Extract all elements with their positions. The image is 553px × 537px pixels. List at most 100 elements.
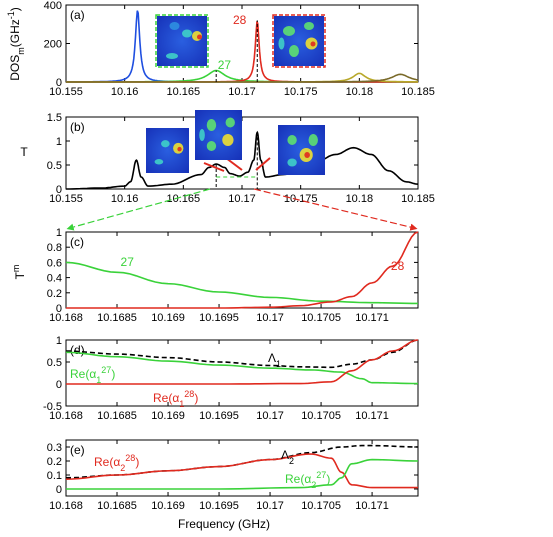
mode-27-label: 27 — [218, 58, 232, 72]
x-tick-label: 10.1695 — [199, 410, 239, 422]
field-spot — [199, 129, 205, 141]
x-tick-label: 10.1695 — [199, 500, 239, 512]
label-part: 2 — [120, 463, 125, 473]
x-tick-label: 10.17 — [228, 86, 256, 98]
zoom-connectors — [66, 188, 418, 231]
panel-tag: (c) — [70, 235, 84, 249]
x-tick-label: 10.171 — [355, 500, 389, 512]
panel-tag: (b) — [70, 120, 85, 134]
y-tick-label: 0.2 — [47, 456, 62, 468]
dos-line — [66, 21, 418, 83]
field-spot — [169, 22, 180, 30]
label-part: m — [16, 47, 26, 55]
field-spot — [308, 134, 318, 146]
y-tick-label: 1 — [56, 136, 62, 148]
label-part: 1 — [276, 359, 281, 369]
y-tick-label: 0 — [56, 184, 62, 196]
y-tick-label: 1 — [56, 227, 62, 239]
pointer-arrow — [255, 157, 271, 171]
field-spot — [304, 22, 314, 30]
label-part: 2 — [289, 456, 294, 466]
panel-b: 10.155 10.16 10.165 10.17 10.175 10.18 10.1850… — [20, 112, 435, 205]
x-tick-label: 10.1685 — [97, 312, 137, 324]
label-part: ) — [326, 472, 330, 486]
field-spot — [222, 134, 234, 146]
x-tick-label: 10.155 — [49, 193, 83, 205]
y-axis-label: Tm — [11, 265, 27, 280]
label-part: ) — [194, 391, 198, 405]
x-tick-label: 10.16 — [111, 86, 139, 98]
alpha1-28-label: Re(α128) — [153, 389, 198, 409]
series-28 — [66, 231, 419, 309]
x-tick-label: 10.185 — [401, 193, 435, 205]
y-tick-label: 1.5 — [47, 112, 62, 124]
panel-d: 10.168 10.1685 10.169 10.1695 10.17 10.1705 10… — [43, 335, 419, 422]
panel-e: 10.168 10.1685 10.169 10.1695 10.17 10.1705 10… — [47, 439, 419, 512]
alpha2-28-label: Re(α228) — [94, 453, 139, 473]
y-tick-label: 200 — [44, 39, 62, 51]
x-tick-label: 10.17 — [228, 193, 256, 205]
x-tick-label: 10.168 — [49, 312, 83, 324]
label-part: Re(α — [70, 367, 96, 381]
mode-field-insets — [146, 14, 326, 175]
zoom-arrow-red — [253, 188, 418, 231]
field-spot — [177, 146, 182, 152]
y-tick-label: 0.2 — [47, 288, 62, 300]
x-tick-label: 10.185 — [401, 86, 435, 98]
field-spot — [225, 117, 235, 128]
x-tick-label: 10.1705 — [301, 312, 341, 324]
x-tick-label: 10.169 — [151, 410, 185, 422]
field-spot — [197, 34, 202, 40]
series-line — [65, 453, 418, 489]
x-tick-label: 10.155 — [49, 86, 83, 98]
mode-pattern-image — [195, 110, 242, 160]
y-tick-label: 0.1 — [47, 470, 62, 482]
panel-c: 10.168 10.1685 10.169 10.1695 10.17 10.1705 10… — [11, 227, 419, 324]
field-spot — [283, 26, 295, 36]
axes-frame — [65, 439, 419, 497]
label-part: Re(α — [94, 455, 120, 469]
y-tick-label: 0.3 — [47, 442, 62, 454]
label-part: 28 — [125, 453, 135, 463]
y-tick-label: 0.5 — [47, 357, 62, 369]
y-tick-label: 0 — [56, 379, 62, 391]
label-part: Re(α — [285, 472, 311, 486]
x-axis-label: Frequency (GHz) — [178, 517, 270, 531]
label-part: Re(α — [153, 391, 179, 405]
field-spot — [287, 135, 297, 145]
label-part: ) — [135, 455, 139, 469]
y-tick-label: 0 — [56, 77, 62, 89]
field-spot — [206, 141, 217, 151]
field-spot — [287, 158, 297, 167]
label-part: 27 — [101, 365, 111, 375]
mode-28-label: 28 — [391, 259, 405, 273]
mode-pattern-image — [278, 125, 325, 175]
y-tick-label: -0.5 — [43, 401, 62, 413]
axes-frame — [65, 339, 419, 407]
inset-background — [157, 16, 207, 66]
y-tick-label: 0.6 — [47, 257, 62, 269]
series-line — [65, 351, 419, 385]
field-spot — [289, 45, 299, 57]
y-tick-label: 0 — [56, 303, 62, 315]
x-tick-label: 10.165 — [167, 193, 201, 205]
inset-border — [155, 14, 209, 68]
y-tick-label: 0.5 — [47, 160, 62, 172]
label-part: T — [13, 271, 27, 279]
panel-tag: (e) — [70, 443, 85, 457]
label-part: m — [11, 265, 21, 273]
lambda1-label: Λ1 — [268, 351, 281, 369]
y-tick-label: 0 — [56, 484, 62, 496]
dos-line — [66, 73, 419, 83]
x-tick-label: 10.1705 — [301, 500, 341, 512]
y-axis-label: T — [20, 145, 28, 159]
alpha2-27-label: Re(α227) — [285, 470, 330, 490]
x-tick-label: 10.168 — [49, 410, 83, 422]
label-part: ) — [8, 7, 22, 11]
x-tick-label: 10.16 — [111, 193, 139, 205]
x-tick-label: 10.175 — [284, 86, 318, 98]
x-tick-label: 10.17 — [256, 312, 284, 324]
field-spot — [304, 152, 310, 158]
x-tick-label: 10.17 — [256, 500, 284, 512]
pointer-arrow — [203, 162, 225, 172]
